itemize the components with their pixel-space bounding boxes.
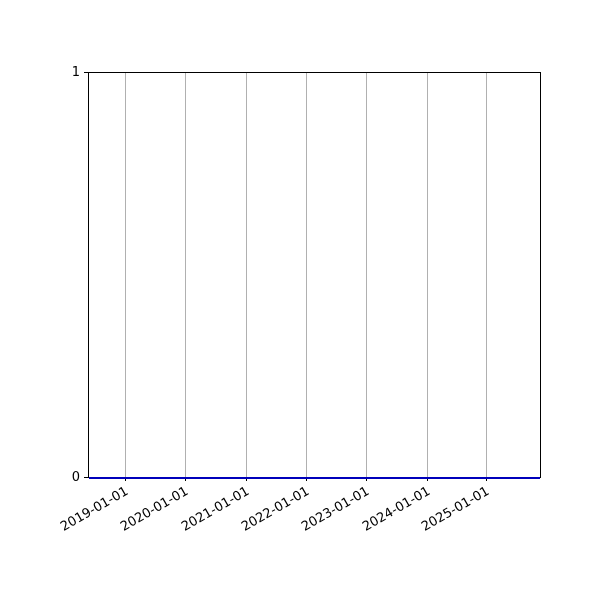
x-tickmark <box>366 477 367 481</box>
x-tickmark <box>246 477 247 481</box>
x-tickmark <box>486 477 487 481</box>
gridline-2023 <box>366 73 367 477</box>
x-tickmark <box>125 477 126 481</box>
y-tickmark-1 <box>84 72 88 73</box>
x-tick-label: 2023-01-01 <box>299 484 373 535</box>
gridline-2020 <box>185 73 186 477</box>
plot-area <box>84 72 541 481</box>
y-tick-label-0: 0 <box>71 470 80 485</box>
y-tickmark-0 <box>84 477 88 478</box>
x-tickmark <box>427 477 428 481</box>
x-tickmark <box>306 477 307 481</box>
x-tickmark <box>185 477 186 481</box>
x-tick-label: 2020-01-01 <box>118 484 192 535</box>
gridline-2024 <box>427 73 428 477</box>
gridline-2022 <box>306 73 307 477</box>
gridline-2025 <box>486 73 487 477</box>
gridline-2021 <box>246 73 247 477</box>
data-line-series <box>89 477 540 479</box>
gridline-2019 <box>125 73 126 477</box>
y-tick-label-1: 1 <box>71 65 80 80</box>
